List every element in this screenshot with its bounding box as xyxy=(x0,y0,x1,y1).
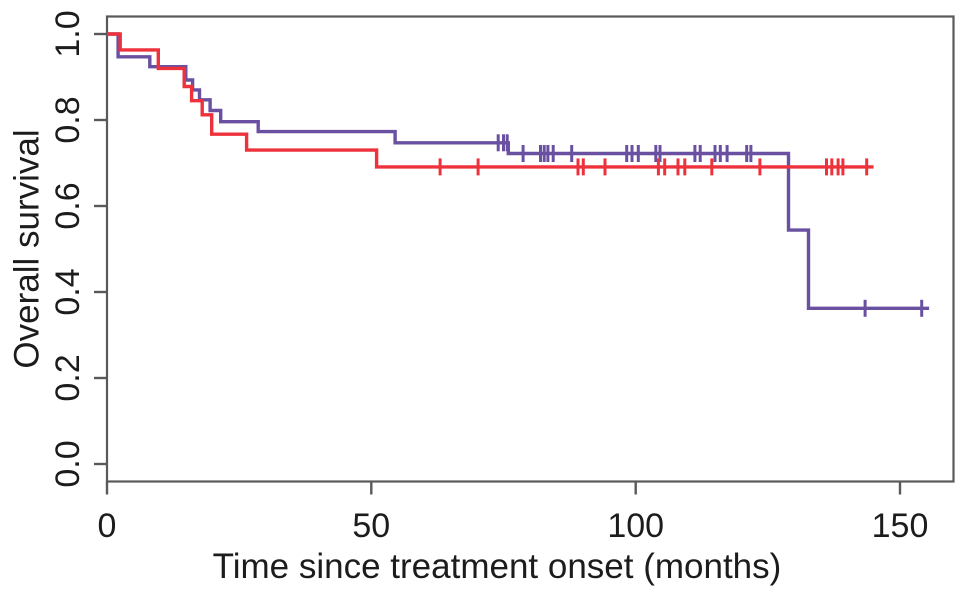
x-tick-label: 50 xyxy=(352,507,390,545)
x-tick-label: 0 xyxy=(98,507,117,545)
y-tick-label: 1.0 xyxy=(49,10,87,57)
red-group-survival-curve xyxy=(107,32,874,169)
x-tick-label: 150 xyxy=(872,507,929,545)
y-tick-label: 0.4 xyxy=(49,268,87,315)
y-axis-title: Overall survival xyxy=(8,129,47,368)
x-axis-title: Time since treatment onset (months) xyxy=(213,547,782,586)
y-tick-label: 0.2 xyxy=(49,354,87,401)
y-tick-label: 0.6 xyxy=(49,182,87,229)
y-tick-label: 0.8 xyxy=(49,96,87,143)
x-tick-label: 100 xyxy=(607,507,664,545)
y-tick-label: 0.0 xyxy=(49,440,87,487)
purple-group-survival-curve xyxy=(107,32,930,310)
plot-frame xyxy=(105,15,955,483)
